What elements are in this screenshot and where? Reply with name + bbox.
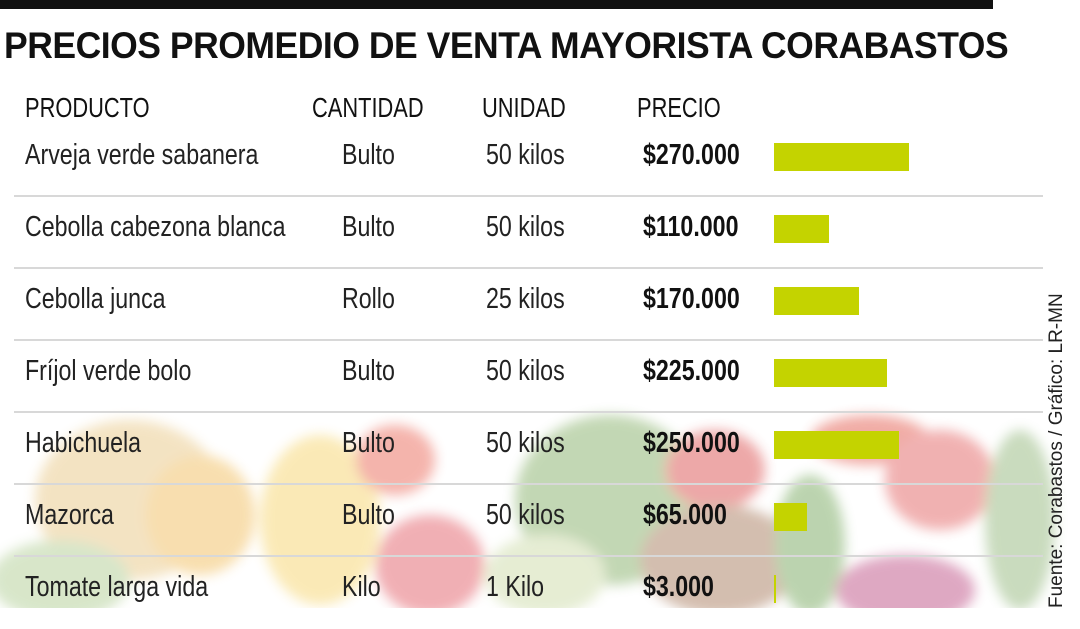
row-divider	[14, 267, 1043, 269]
row-divider	[14, 339, 1043, 341]
table-row: Tomate larga vida Kilo 1 Kilo $3.000	[0, 557, 1043, 629]
price-bar	[774, 287, 859, 315]
unit-value: 50 kilos	[486, 427, 565, 459]
price-label: $225.000	[643, 355, 740, 387]
quantity-value: Rollo	[342, 283, 395, 315]
table-row: Cebolla cabezona blanca Bulto 50 kilos $110…	[0, 197, 1043, 269]
product-label: Mazorca	[25, 499, 114, 531]
product-label: Cebolla cabezona blanca	[25, 211, 286, 243]
header-product: PRODUCTO	[25, 92, 150, 123]
price-bar	[774, 359, 887, 387]
row-divider	[14, 411, 1043, 413]
table-row: Habichuela Bulto 50 kilos $250.000	[0, 413, 1043, 485]
table-row: Fríjol verde bolo Bulto 50 kilos $225.000	[0, 341, 1043, 413]
unit-value: 25 kilos	[486, 283, 565, 315]
product-label: Cebolla junca	[25, 283, 166, 315]
price-bar	[774, 503, 807, 531]
price-label: $3.000	[643, 571, 714, 603]
vegetables-background-image	[0, 415, 1055, 608]
price-label: $250.000	[643, 427, 740, 459]
quantity-value: Bulto	[342, 211, 395, 243]
quantity-value: Bulto	[342, 427, 395, 459]
chart-title: PRECIOS PROMEDIO DE VENTA MAYORISTA CORA…	[4, 25, 1009, 66]
top-rule	[0, 0, 993, 9]
product-label: Tomate larga vida	[25, 571, 209, 603]
price-label: $270.000	[643, 139, 740, 171]
row-divider	[14, 555, 1043, 557]
quantity-value: Bulto	[342, 499, 395, 531]
product-label: Arveja verde sabanera	[25, 139, 259, 171]
price-label: $65.000	[643, 499, 727, 531]
product-label: Habichuela	[25, 427, 142, 459]
row-divider	[14, 195, 1043, 197]
table-row: Cebolla junca Rollo 25 kilos $170.000	[0, 269, 1043, 341]
price-label: $110.000	[643, 211, 739, 243]
quantity-value: Kilo	[342, 571, 381, 603]
source-credit: Fuente: Corabastos / Gráfico: LR-MN	[1046, 293, 1067, 608]
header-price: PRECIO	[637, 92, 721, 123]
price-bar	[774, 143, 909, 171]
table-row: Mazorca Bulto 50 kilos $65.000	[0, 485, 1043, 557]
quantity-value: Bulto	[342, 355, 395, 387]
unit-value: 50 kilos	[486, 211, 565, 243]
unit-value: 1 Kilo	[486, 571, 545, 603]
price-label: $170.000	[643, 283, 740, 315]
product-label: Fríjol verde bolo	[25, 355, 192, 387]
price-bar	[774, 431, 899, 459]
price-bar	[774, 215, 829, 243]
price-bar	[774, 575, 776, 603]
unit-value: 50 kilos	[486, 139, 565, 171]
unit-value: 50 kilos	[486, 355, 565, 387]
unit-value: 50 kilos	[486, 499, 565, 531]
header-unit: UNIDAD	[482, 92, 566, 123]
quantity-value: Bulto	[342, 139, 395, 171]
table-row: Arveja verde sabanera Bulto 50 kilos $270.0…	[0, 125, 1043, 197]
header-quantity: CANTIDAD	[312, 92, 424, 123]
row-divider	[14, 483, 1043, 485]
